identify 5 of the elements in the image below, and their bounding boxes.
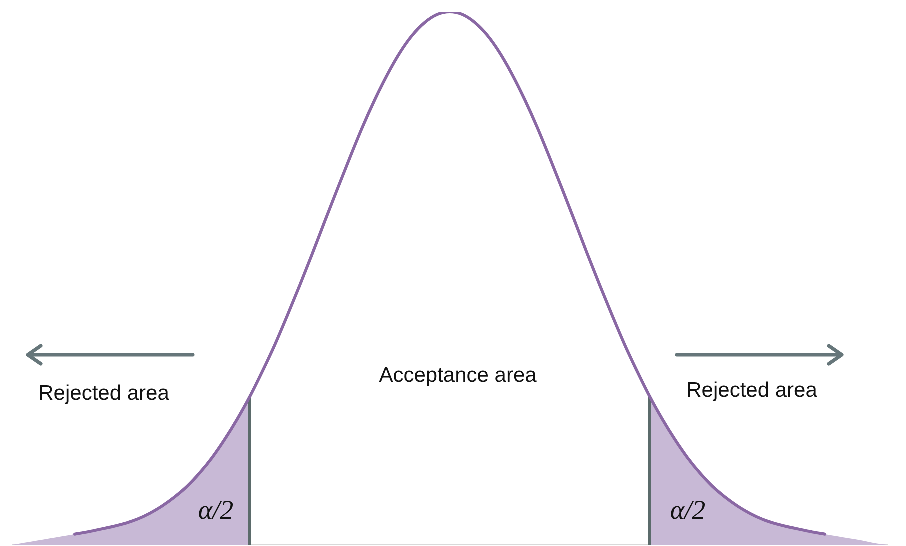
annotation: Acceptance area xyxy=(379,364,538,387)
annotation: Rejected area xyxy=(38,382,170,405)
annotation: α/2 xyxy=(198,495,234,526)
annotation: Rejected area xyxy=(686,378,818,402)
annotation: α/2 xyxy=(670,495,706,526)
